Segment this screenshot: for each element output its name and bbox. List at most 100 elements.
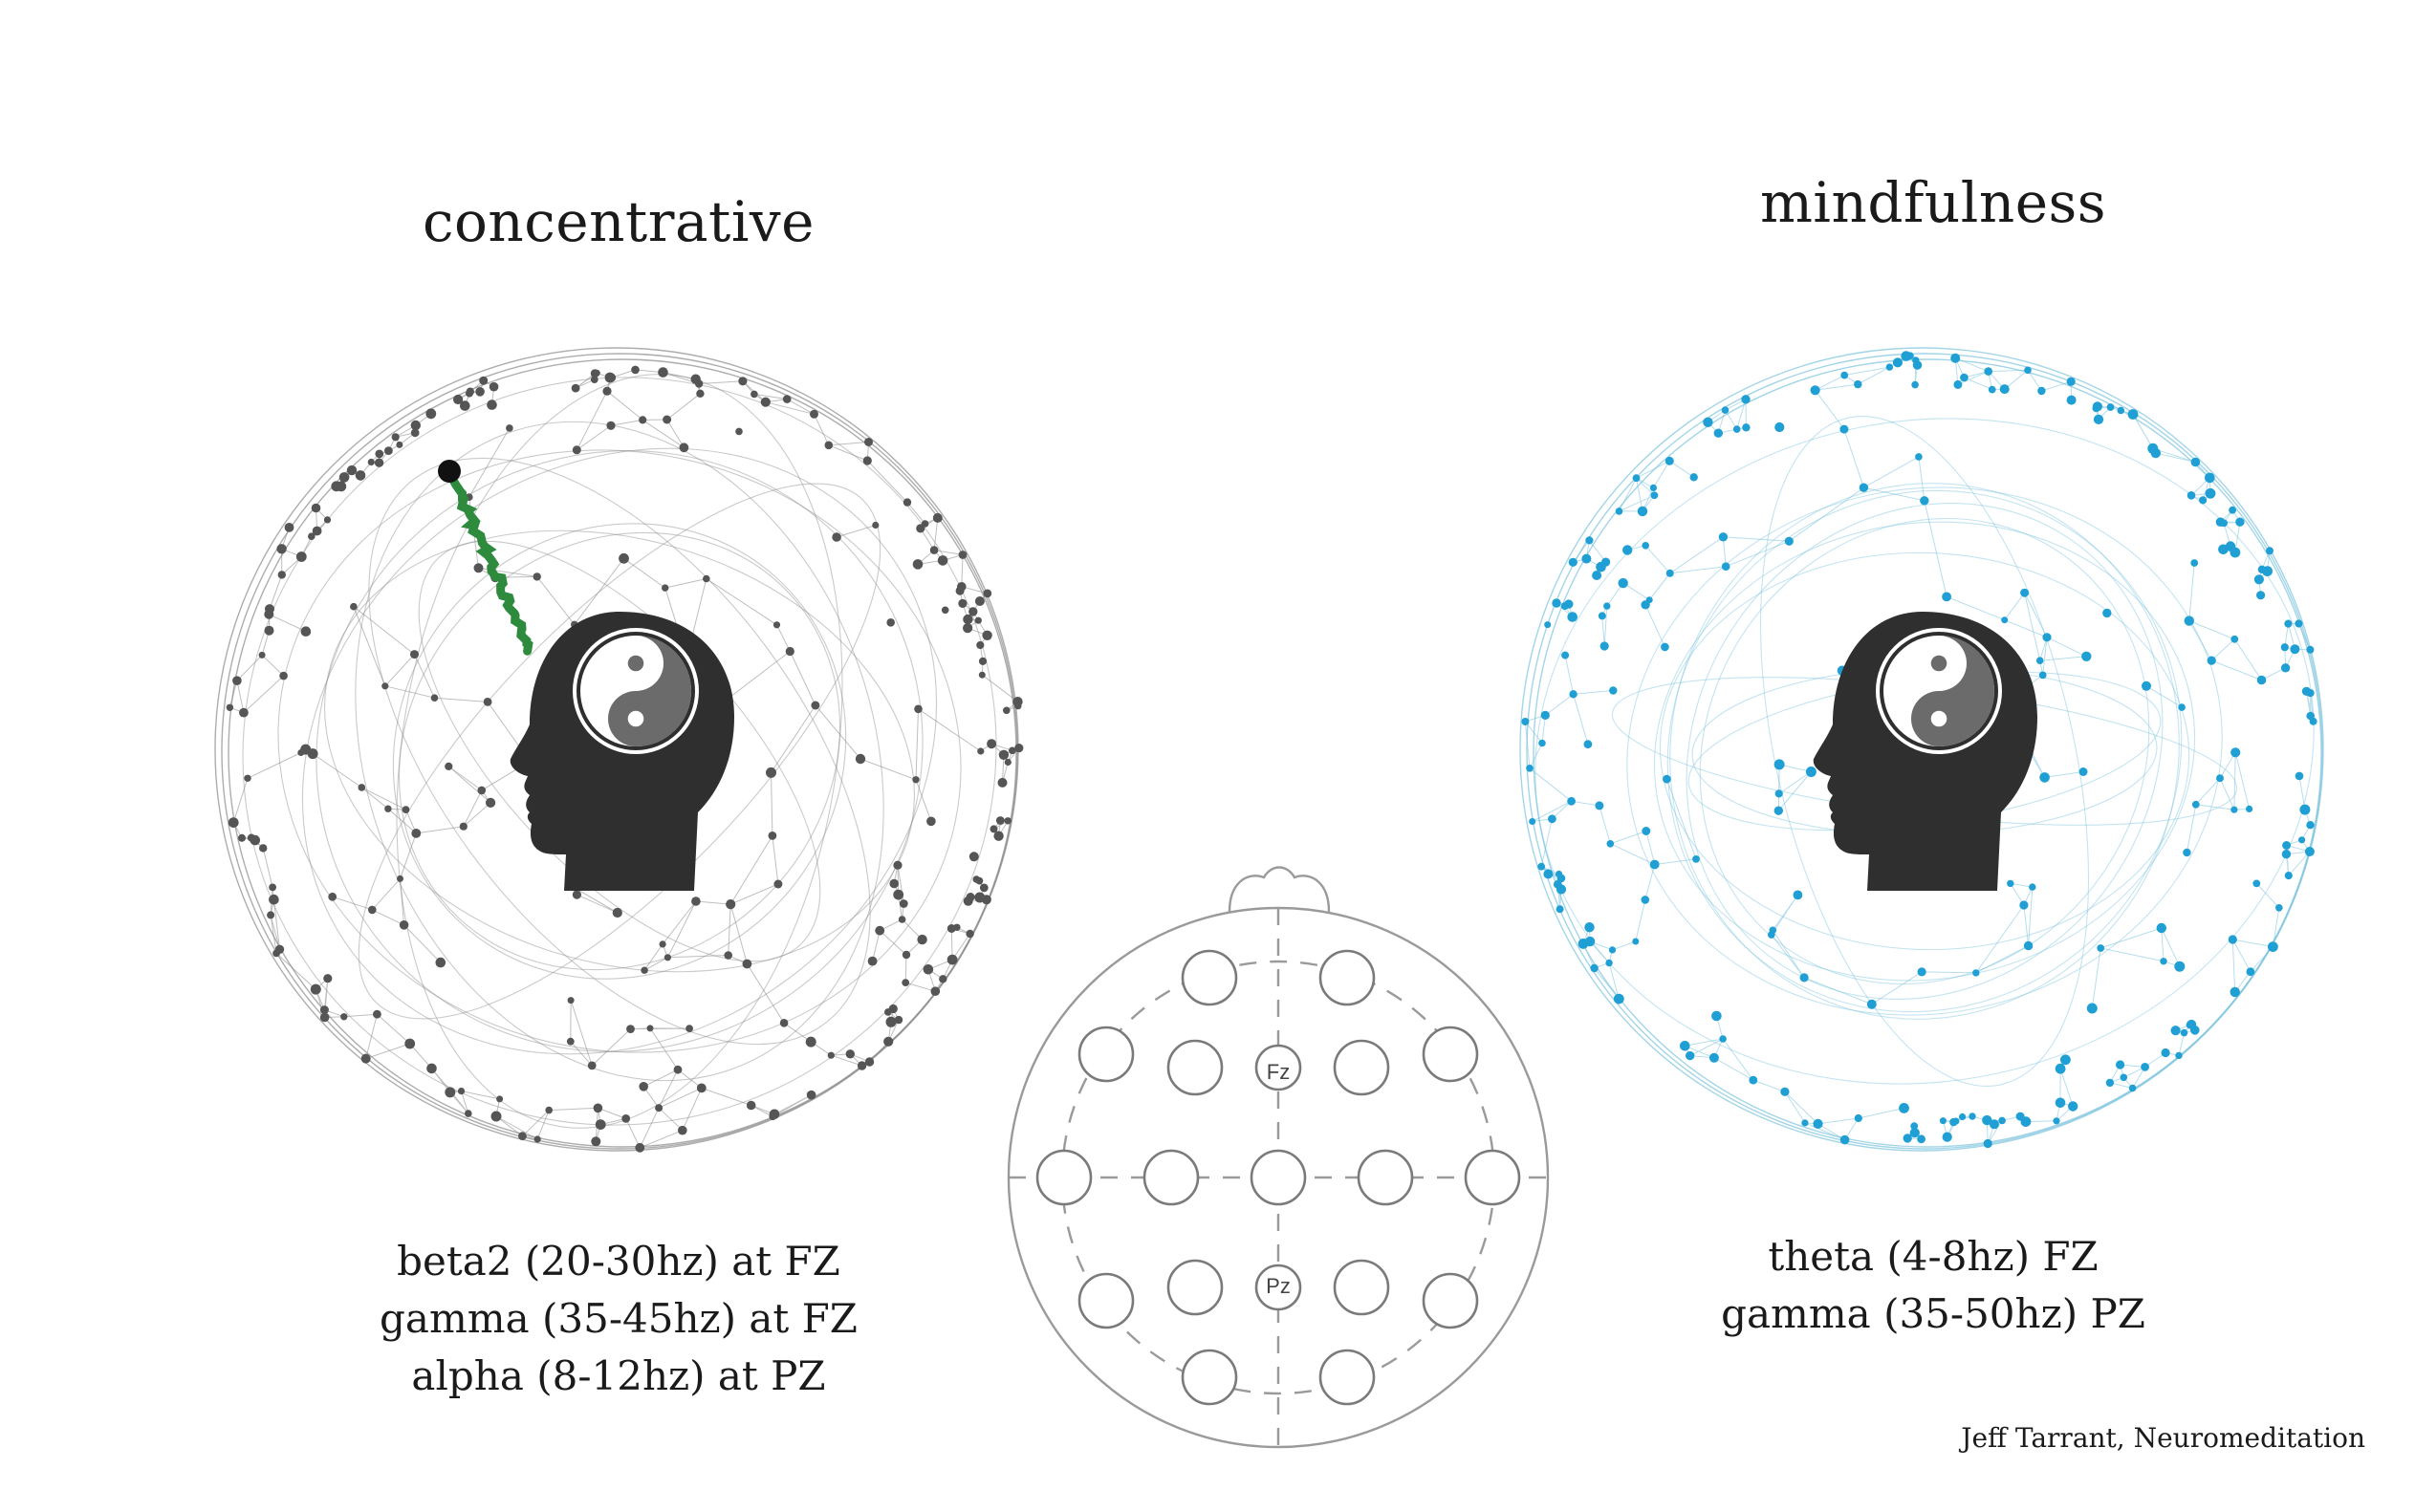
network-node bbox=[1732, 425, 1741, 433]
network-node bbox=[658, 367, 668, 378]
network-node bbox=[410, 420, 421, 431]
network-node bbox=[1784, 536, 1794, 546]
network-node bbox=[590, 376, 598, 383]
network-node bbox=[1632, 474, 1641, 483]
network-node bbox=[997, 777, 1008, 788]
network-node bbox=[679, 443, 689, 453]
network-node bbox=[1529, 818, 1536, 825]
network-node bbox=[766, 767, 776, 778]
network-node bbox=[1642, 827, 1651, 835]
network-node bbox=[1749, 1075, 1758, 1085]
network-node bbox=[1009, 746, 1016, 755]
network-node bbox=[331, 481, 342, 492]
network-node bbox=[473, 563, 484, 573]
network-node bbox=[929, 546, 939, 554]
network-arc bbox=[1534, 418, 2315, 1085]
network-node bbox=[894, 1015, 903, 1025]
network-node bbox=[2117, 406, 2125, 415]
network-node bbox=[619, 552, 629, 564]
network-node bbox=[1606, 840, 1615, 848]
network-node bbox=[2184, 616, 2194, 626]
network-node bbox=[738, 377, 748, 386]
network-node bbox=[1769, 926, 1777, 935]
network-node bbox=[872, 521, 880, 529]
network-arc bbox=[301, 447, 938, 1055]
network-node bbox=[591, 1136, 601, 1147]
network-node bbox=[1982, 1114, 1992, 1126]
network-node bbox=[1719, 1035, 1727, 1043]
network-node bbox=[2128, 1084, 2137, 1092]
network-node bbox=[300, 626, 312, 637]
network-node bbox=[760, 397, 771, 407]
network-node bbox=[411, 829, 422, 838]
network-node bbox=[1912, 356, 1920, 364]
network-node bbox=[312, 526, 322, 536]
eeg-electrode-map bbox=[1007, 866, 1550, 1449]
network-node bbox=[2060, 1054, 2071, 1066]
network-node bbox=[1899, 1103, 1909, 1113]
network-arc bbox=[392, 523, 847, 980]
network-node bbox=[2142, 680, 2151, 691]
network-node bbox=[974, 616, 982, 624]
network-node bbox=[2183, 848, 2191, 857]
network-node bbox=[487, 400, 497, 410]
network-node bbox=[2253, 574, 2264, 585]
network-node bbox=[1988, 385, 1996, 394]
network-node bbox=[885, 1016, 897, 1027]
electrode-site bbox=[1166, 1039, 1224, 1096]
network-arc bbox=[1659, 551, 2190, 951]
nose-outline bbox=[1228, 866, 1331, 913]
network-node bbox=[899, 899, 908, 908]
network-arc bbox=[399, 531, 840, 971]
network-node bbox=[2020, 1116, 2032, 1127]
network-node bbox=[269, 894, 279, 905]
network-node bbox=[1972, 969, 1980, 977]
network-node bbox=[2257, 565, 2267, 573]
network-node bbox=[1615, 508, 1623, 515]
network-arc bbox=[1626, 486, 2223, 1016]
network-node bbox=[1537, 862, 1546, 871]
network-node bbox=[2037, 386, 2046, 396]
network-node bbox=[2230, 547, 2241, 558]
network-node bbox=[1556, 874, 1566, 883]
network-node bbox=[381, 682, 389, 690]
sphere-outline bbox=[228, 358, 1017, 1148]
network-node bbox=[2150, 447, 2161, 459]
pz-electrode-label: Pz bbox=[1266, 1274, 1291, 1298]
network-node bbox=[587, 1061, 597, 1070]
network-arc bbox=[324, 529, 915, 973]
network-node bbox=[655, 1104, 664, 1112]
network-node bbox=[1664, 456, 1674, 465]
network-node bbox=[2280, 643, 2289, 652]
network-node bbox=[2309, 717, 2317, 725]
network-node bbox=[982, 630, 992, 640]
network-node bbox=[374, 458, 384, 467]
network-node bbox=[1810, 385, 1820, 396]
network-node bbox=[1649, 859, 1660, 870]
network-node bbox=[2205, 472, 2215, 484]
frequency-line: gamma (35-50hz) PZ bbox=[1721, 1290, 2145, 1337]
network-node bbox=[1552, 598, 1561, 608]
network-node bbox=[1998, 1116, 2006, 1125]
network-node bbox=[373, 1009, 381, 1019]
network-node bbox=[995, 816, 1005, 825]
network-node bbox=[2275, 904, 2283, 912]
network-arc bbox=[277, 449, 962, 1053]
network-node bbox=[1642, 542, 1649, 550]
network-node bbox=[2066, 377, 2076, 386]
frequency-line: gamma (35-45hz) at FZ bbox=[380, 1295, 858, 1342]
network-node bbox=[465, 1110, 472, 1117]
network-node bbox=[1618, 577, 1628, 589]
network-node bbox=[1942, 592, 1951, 602]
network-node bbox=[639, 416, 647, 424]
network-node bbox=[1632, 938, 1640, 945]
network-node bbox=[506, 424, 513, 432]
network-node bbox=[2170, 1026, 2181, 1036]
sphere-outline bbox=[1533, 358, 2322, 1148]
network-node bbox=[1713, 428, 1724, 438]
network-arc bbox=[358, 483, 881, 1020]
network-node bbox=[785, 646, 794, 657]
electrode-site bbox=[1318, 1349, 1376, 1406]
network-node bbox=[893, 889, 904, 900]
electrode-site bbox=[1318, 949, 1376, 1006]
